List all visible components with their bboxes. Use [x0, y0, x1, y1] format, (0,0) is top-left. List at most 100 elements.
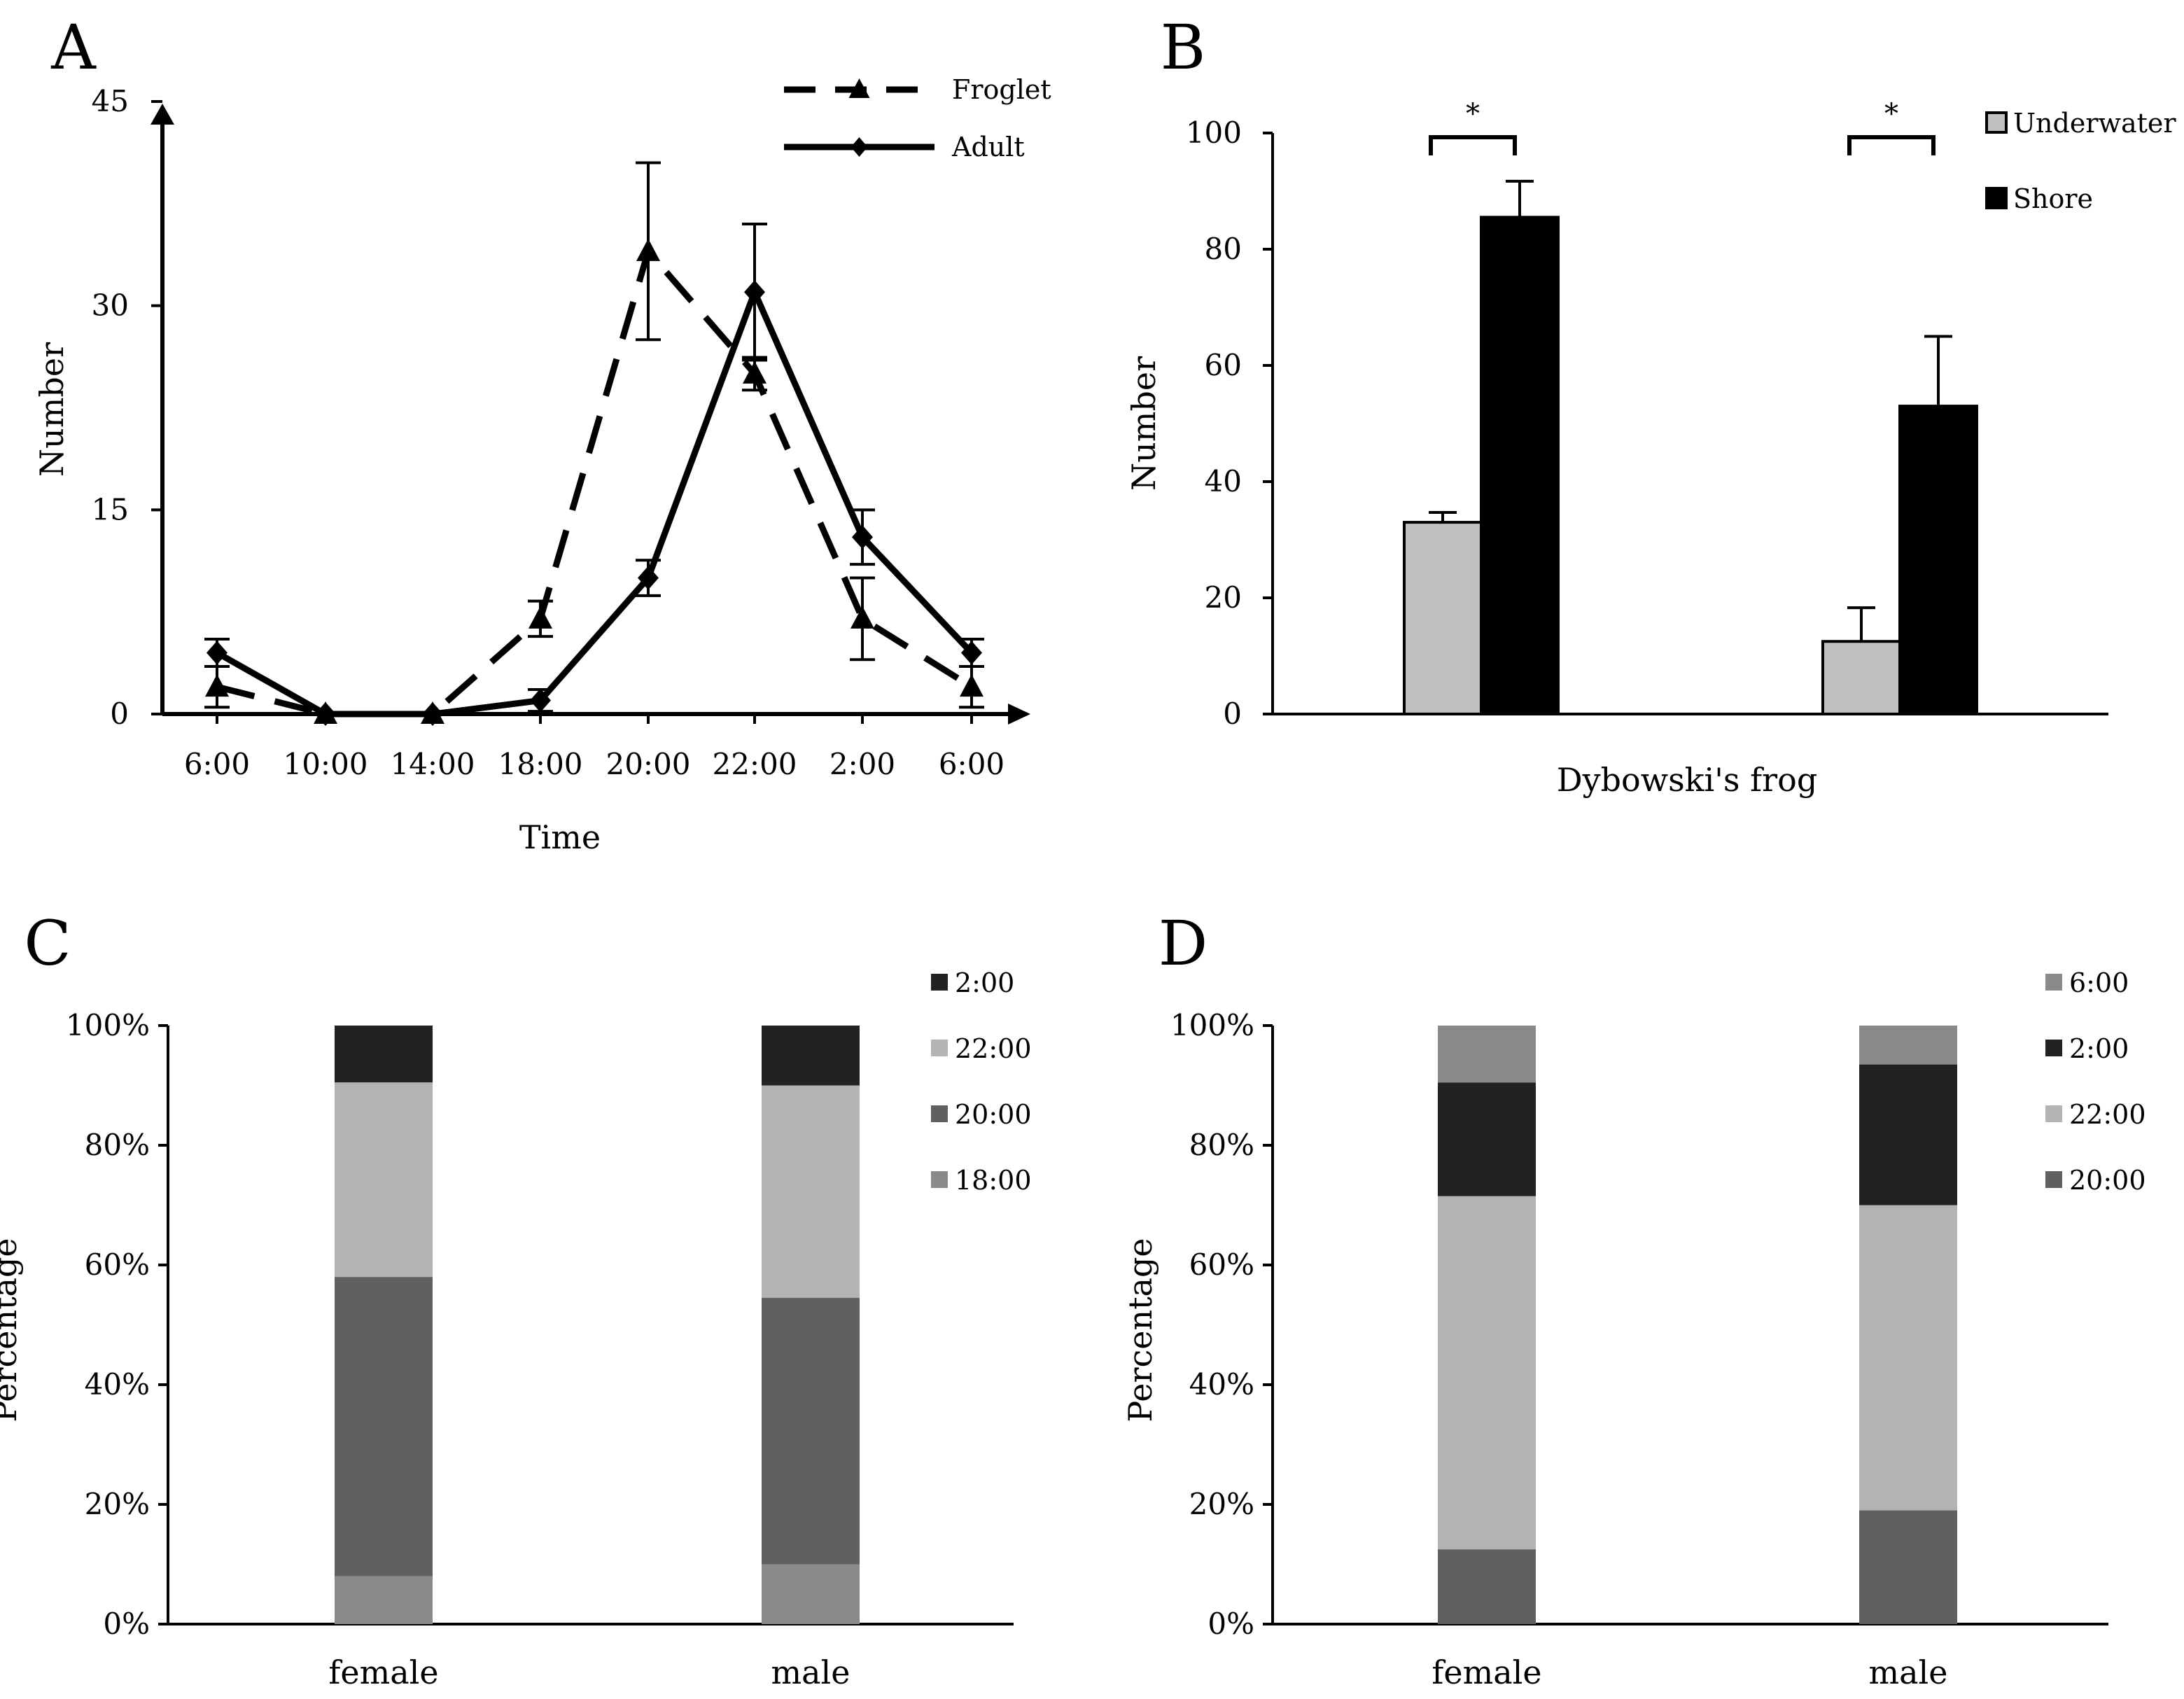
panel-letter-b: B: [1161, 11, 1206, 83]
panel-letter-a: A: [50, 11, 97, 83]
legend-swatch-shore: [1985, 187, 2008, 209]
data-point-froglet: [636, 238, 660, 261]
data-point-adult: [961, 641, 982, 665]
panel-b-bar-chart: B 0 20 40 60 80 100 Dybowski's frog Number * * Unde…: [1125, 11, 2176, 799]
legend-label: Froglet: [952, 74, 1051, 105]
series-line-froglet: [216, 244, 974, 718]
data-point-froglet: [528, 606, 552, 629]
y-tick-label: 0%: [103, 1607, 150, 1641]
legend-marker-diamond: [850, 137, 868, 157]
legend-swatch-underwater: [1985, 111, 2008, 134]
y-tick-label: 100%: [1170, 1008, 1254, 1042]
significance-label: *: [1884, 98, 1898, 130]
legend-marker-triangle: [848, 78, 870, 98]
legend-swatch: [931, 1105, 948, 1122]
bar-segment-20-00: [1438, 1549, 1536, 1624]
y-tick-label: 60: [1205, 348, 1242, 382]
bar-segment-20-00: [335, 1277, 433, 1576]
legend-label: Shore: [2013, 183, 2093, 214]
data-point-froglet: [205, 674, 229, 697]
bar-segment-22-00: [335, 1082, 433, 1278]
bar-shore: [1898, 405, 1978, 715]
x-tick-label: 14:00: [390, 747, 475, 781]
y-tick-label: 20%: [1189, 1487, 1254, 1521]
y-tick-label: 40: [1205, 464, 1242, 498]
legend-swatch: [2045, 1040, 2062, 1056]
legend-label: 2:00: [955, 967, 1014, 998]
x-axis-title: Time: [519, 818, 601, 856]
bar-shore: [1480, 216, 1560, 716]
bar-segment-20-00: [762, 1298, 860, 1565]
x-tick-label: 10:00: [283, 747, 368, 781]
x-tick-label: 6:00: [939, 747, 1004, 781]
data-point-froglet: [850, 606, 874, 629]
y-tick-label: 30: [92, 288, 129, 323]
x-tick-label: 18:00: [498, 747, 582, 781]
data-point-adult: [744, 280, 765, 305]
legend-label: 22:00: [2069, 1099, 2146, 1130]
legend-swatch: [931, 1171, 948, 1188]
panel-letter-c: C: [24, 907, 71, 979]
legend-label: 2:00: [2069, 1033, 2129, 1064]
bar-segment-22-00: [1438, 1196, 1536, 1550]
series-line-adult: [215, 284, 974, 718]
y-axis-arrow: [150, 104, 174, 125]
bar-segment-22-00: [762, 1085, 860, 1299]
x-axis-arrow: [1008, 704, 1030, 725]
bar-segment-2-00: [335, 1026, 433, 1083]
data-point-adult: [315, 702, 336, 726]
legend-swatch: [931, 974, 948, 991]
y-tick-label: 80%: [85, 1128, 150, 1162]
panel-letter-d: D: [1158, 907, 1208, 979]
data-point-froglet: [960, 674, 983, 697]
legend-swatch: [931, 1040, 948, 1056]
y-tick-label: 20: [1205, 580, 1242, 615]
y-tick-label: 60%: [1189, 1247, 1254, 1282]
x-tick-label: female: [1432, 1653, 1541, 1691]
y-tick-label: 80%: [1189, 1128, 1254, 1162]
x-tick-label: male: [771, 1653, 850, 1691]
significance-label: *: [1466, 98, 1480, 130]
legend-label: 18:00: [955, 1165, 1032, 1196]
panel-c-stacked-bar-chart: C 0% 20% 40% 60% 80% 100% Percentage female male 2…: [0, 907, 1032, 1691]
legend-swatch: [2045, 1171, 2062, 1188]
x-tick-label: 20:00: [606, 747, 690, 781]
y-tick-label: 60%: [85, 1247, 150, 1282]
panel-a-line-chart: A 0 15 30 45 6:00 10:00 14:00 18:00 20:00 22:00 2:0…: [33, 11, 1051, 856]
data-point-adult: [852, 525, 873, 550]
significance-bracket: [1847, 135, 1935, 155]
y-tick-label: 80: [1205, 232, 1242, 266]
y-axis-title: Number: [33, 342, 71, 477]
bar-segment-6-00: [1438, 1026, 1536, 1083]
y-tick-label: 0%: [1208, 1607, 1254, 1641]
bar-segment-22-00: [1859, 1205, 1957, 1511]
legend-label: Adult: [951, 132, 1025, 162]
y-tick-label: 100%: [66, 1008, 150, 1042]
bar-segment-2-00: [1438, 1082, 1536, 1196]
data-point-adult: [206, 641, 227, 665]
significance-bracket: [1429, 135, 1517, 155]
y-tick-label: 100: [1186, 116, 1242, 150]
y-tick-label: 15: [92, 492, 129, 526]
y-tick-label: 45: [92, 84, 129, 118]
legend-swatch: [2045, 974, 2062, 991]
y-axis-title: Percentage: [1121, 1238, 1159, 1422]
bar-segment-2-00: [762, 1026, 860, 1086]
bar-segment-18-00: [762, 1564, 860, 1624]
bar-segment-6-00: [1859, 1026, 1957, 1065]
legend-swatch: [2045, 1105, 2062, 1122]
y-axis-title: Percentage: [0, 1238, 24, 1422]
legend-label: 20:00: [2069, 1165, 2146, 1196]
bar-segment-20-00: [1859, 1510, 1957, 1624]
data-point-froglet: [743, 361, 766, 384]
y-tick-label: 20%: [85, 1487, 150, 1521]
data-point-adult: [530, 688, 551, 713]
bar-segment-2-00: [1859, 1064, 1957, 1205]
legend-label: Underwater: [2013, 108, 2176, 139]
bar-underwater: [1821, 640, 1901, 715]
y-tick-label: 40%: [1189, 1367, 1254, 1401]
y-tick-label: 0: [1223, 697, 1242, 731]
panel-d-stacked-bar-chart: D 0% 20% 40% 60% 80% 100% Percentage female male 6…: [1121, 907, 2146, 1691]
bar-underwater: [1403, 521, 1483, 715]
